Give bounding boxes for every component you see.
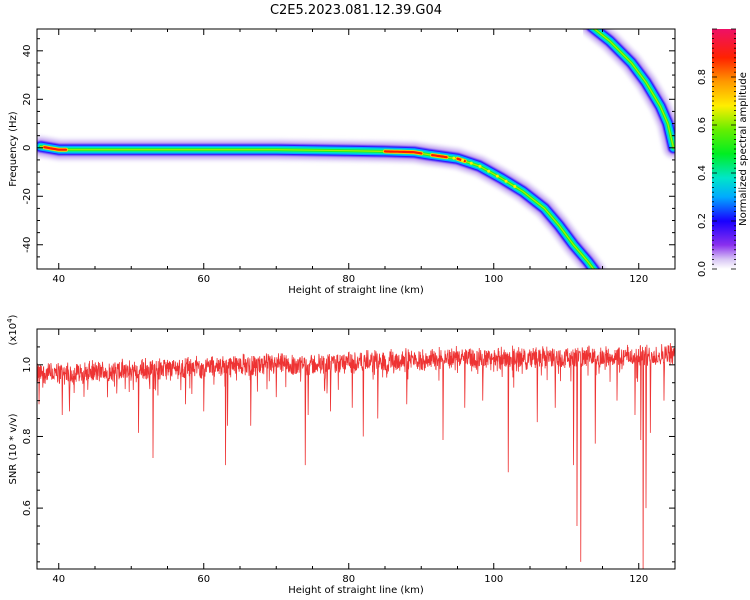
snr-exponent-close: ): [8, 314, 19, 318]
snr-exponent-prefix: (x10: [8, 323, 19, 346]
spectrogram-x-tick-label: 80: [342, 274, 355, 285]
ridge-bead: [513, 185, 517, 189]
spectrogram-x-tick-label: 40: [52, 274, 65, 285]
ridge-peak: [383, 150, 423, 155]
spectrogram-frame: [36, 28, 676, 270]
spectrogram-y-ticks: 40 20 0 -20 -40: [22, 38, 675, 270]
spectrogram-y-tick-label: 20: [22, 93, 33, 106]
spectrogram-y-tick-label: -20: [22, 188, 33, 204]
snr-x-tick-label: 80: [342, 574, 355, 585]
ridge-bead: [461, 158, 465, 162]
ridge-bead: [495, 174, 499, 178]
snr-x-tick-label: 60: [197, 574, 210, 585]
colorbar-gradient: [712, 29, 736, 269]
spectrogram-y-tick-label: -40: [22, 237, 33, 253]
spectral-ridge-2-layer: [593, 29, 675, 149]
snr-x-tick-label: 120: [629, 574, 648, 585]
colorbar: 0.0 0.2 0.4 0.6 0.8 Normalized spectral ampl…: [697, 28, 749, 277]
figure-title: C2E5.2023.081.12.39.G04: [270, 3, 442, 18]
spectrogram-x-ticks: 40 60 80 100 120: [52, 29, 676, 285]
colorbar-tick-label: 0.4: [697, 165, 708, 181]
ridge-bead: [478, 164, 482, 168]
ridge-bead: [452, 156, 456, 160]
colorbar-minor-ticks: [712, 28, 736, 270]
ridge-peak: [431, 154, 448, 159]
snr-marks: [37, 343, 675, 569]
ridge-bead: [487, 169, 491, 173]
spectrogram-x-tick-label: 100: [484, 274, 503, 285]
spectrogram-x-label: Height of straight line (km): [288, 285, 424, 296]
snr-series-line: [37, 343, 675, 569]
spectrogram-x-tick-label: 60: [197, 274, 210, 285]
snr-panel: 40 60 80 100 120 1.0 0.8 0.6 Height of straigh…: [6, 314, 676, 596]
snr-y-label: SNR (10 * v/v): [8, 413, 19, 484]
colorbar-tick-labels: 0.0 0.2 0.4 0.6 0.8: [697, 69, 708, 277]
snr-x-tick-label: 100: [484, 574, 503, 585]
colorbar-tick-label: 0.6: [697, 117, 708, 133]
snr-exponent-label: (x104): [6, 314, 19, 345]
snr-y-tick-label: 0.6: [22, 500, 33, 516]
colorbar-label: Normalized spectral amplitude: [738, 72, 749, 226]
colorbar-tick-label: 0.8: [697, 69, 708, 85]
snr-x-tick-label: 40: [52, 574, 65, 585]
snr-x-ticks: 40 60 80 100 120: [52, 329, 676, 585]
spectrogram-panel: 40 60 80 100 120 40 20 0 -20 -40 Height of strai…: [8, 28, 676, 296]
ridge-peak: [43, 146, 68, 151]
snr-exponent-power: 4: [6, 318, 14, 323]
snr-y-tick-label: 0.8: [22, 429, 33, 445]
snr-y-tick-label: 1.0: [22, 357, 33, 373]
spectrogram-y-tick-label: 0: [22, 145, 33, 151]
colorbar-tick-label: 0.2: [697, 213, 708, 229]
spectrogram-y-label: Frequency (Hz): [8, 111, 19, 187]
ridge-bead: [469, 161, 473, 165]
snr-frame: [36, 328, 676, 570]
colorbar-tick-label: 0.0: [697, 261, 708, 277]
snr-x-label: Height of straight line (km): [288, 585, 424, 596]
ridge-bead: [504, 179, 508, 183]
spectrogram-y-tick-label: 40: [22, 44, 33, 57]
spectrogram-x-tick-label: 120: [629, 274, 648, 285]
spectrogram-marks: [37, 29, 675, 269]
snr-y-ticks: 1.0 0.8 0.6: [22, 328, 675, 563]
